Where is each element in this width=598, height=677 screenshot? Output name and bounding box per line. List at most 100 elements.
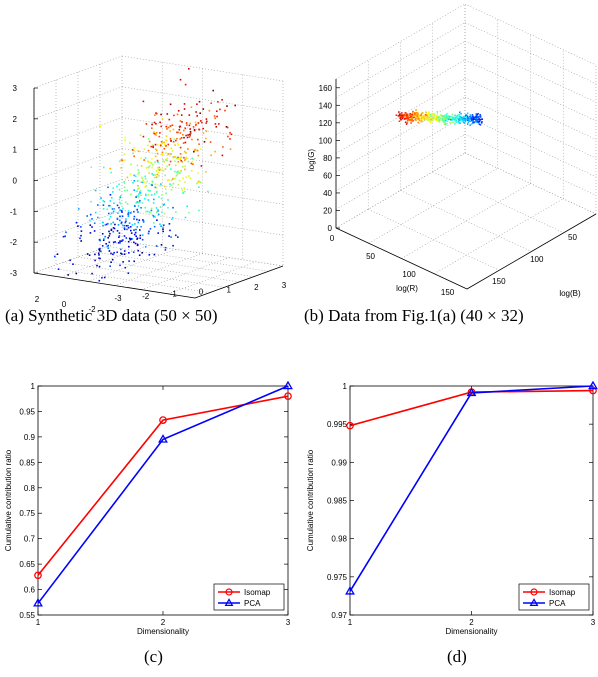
x-tick-label-d: 2 bbox=[469, 618, 474, 627]
scatter-point-a bbox=[110, 212, 113, 215]
scatter-point-a bbox=[104, 235, 106, 238]
scatter-point-b bbox=[430, 113, 432, 116]
scatter-point-a bbox=[156, 173, 159, 176]
scatter-point-a bbox=[151, 180, 154, 183]
scatter-point-a bbox=[118, 206, 120, 209]
scatter-point-b bbox=[401, 116, 403, 119]
scatter-point-a bbox=[157, 210, 159, 212]
scatter-point-b bbox=[411, 119, 414, 121]
scatter-point-a bbox=[214, 150, 216, 153]
scatter-point-b bbox=[475, 119, 477, 121]
scatter-point-a bbox=[138, 254, 141, 256]
scatter-point-a bbox=[142, 219, 144, 221]
scatter-point-b bbox=[409, 112, 411, 115]
scatter-point-a bbox=[139, 229, 141, 231]
scatter-point-b bbox=[443, 123, 446, 125]
scatter-point-a bbox=[172, 206, 174, 209]
scatter-point-b bbox=[459, 122, 461, 124]
scatter-point-a bbox=[120, 221, 123, 224]
scatter-point-a bbox=[147, 194, 150, 196]
scatter-point-b bbox=[446, 123, 448, 125]
scatter-point-a bbox=[180, 156, 182, 159]
scatter-point-a bbox=[110, 229, 113, 231]
y-tick-label-d: 0.995 bbox=[327, 420, 348, 429]
grid-line-b bbox=[335, 96, 466, 173]
scatter-point-a bbox=[216, 115, 218, 118]
scatter-point-b bbox=[466, 112, 469, 114]
y-tick-label-a: -1 bbox=[170, 290, 178, 299]
scatter-point-a bbox=[94, 253, 96, 256]
scatter-point-a bbox=[151, 144, 154, 146]
scatter-point-a bbox=[125, 225, 128, 227]
scatter-point-a bbox=[144, 197, 146, 200]
scatter-point-a bbox=[189, 134, 191, 137]
scatter-point-b bbox=[454, 114, 457, 117]
scatter-point-b bbox=[416, 117, 419, 120]
scatter-point-a bbox=[111, 197, 113, 199]
scatter-point-a bbox=[177, 144, 180, 146]
scatter-point-a bbox=[177, 156, 179, 159]
scatter-point-a bbox=[190, 162, 193, 165]
scatter-point-a bbox=[123, 153, 126, 156]
scatter-point-a bbox=[198, 128, 201, 131]
scatter-point-b bbox=[443, 115, 445, 117]
scatter-point-a bbox=[183, 159, 186, 161]
floor-grid-a bbox=[121, 240, 284, 267]
scatter-point-a bbox=[198, 143, 200, 145]
y-tick-label-c: 0.9 bbox=[24, 433, 36, 442]
scatter-point-a bbox=[127, 215, 130, 217]
legend-label-pca-d: PCA bbox=[549, 599, 566, 608]
scatter-point-b bbox=[443, 120, 446, 122]
scatter-point-b bbox=[418, 118, 420, 120]
scatter-point-b bbox=[404, 121, 407, 123]
scatter-point-a bbox=[205, 122, 207, 124]
scatter-point-a bbox=[196, 115, 198, 117]
scatter-point-a bbox=[79, 237, 81, 240]
scatter-point-a bbox=[113, 227, 116, 230]
scatter-point-b bbox=[456, 121, 458, 123]
scatter-point-a bbox=[155, 186, 158, 189]
scatter-point-b bbox=[424, 115, 427, 117]
grid-line-a bbox=[33, 209, 123, 243]
scatter-point-a bbox=[191, 138, 193, 141]
z-tick-label-a: -2 bbox=[10, 238, 18, 247]
scatter-point-a bbox=[136, 238, 138, 240]
scatter-point-a bbox=[198, 186, 200, 188]
scatter-point-a bbox=[86, 215, 88, 217]
scatter-point-a bbox=[145, 185, 148, 187]
scatter-point-a bbox=[119, 215, 121, 218]
floor-grid-b bbox=[464, 152, 597, 215]
scatter-point-a bbox=[188, 175, 190, 177]
scatter-point-a bbox=[174, 177, 176, 180]
z-tick-label-b: 120 bbox=[319, 119, 333, 128]
scatter-point-a bbox=[108, 241, 111, 244]
scatter-point-a bbox=[94, 211, 97, 214]
scatter-point-a bbox=[106, 245, 109, 248]
scatter-point-a bbox=[219, 108, 221, 111]
scatter-point-a bbox=[150, 207, 153, 210]
scatter-point-a bbox=[86, 253, 89, 255]
scatter-point-a bbox=[197, 172, 199, 174]
grid-line-a bbox=[33, 179, 123, 212]
scatter-point-b bbox=[412, 110, 414, 113]
scatter-point-a bbox=[102, 208, 105, 210]
scatter-point-b bbox=[449, 116, 451, 118]
scatter-point-a bbox=[182, 165, 184, 168]
scatter-point-b bbox=[466, 115, 469, 118]
scatter-point-a bbox=[171, 186, 174, 189]
floor-grid-b bbox=[335, 152, 466, 229]
scatter-point-a bbox=[182, 134, 184, 136]
scatter-point-b bbox=[444, 121, 447, 123]
scatter-point-a bbox=[118, 198, 121, 201]
scatter-point-b bbox=[451, 122, 453, 124]
scatter-point-a bbox=[163, 224, 165, 226]
scatter-point-a bbox=[119, 196, 121, 199]
scatter-point-a bbox=[152, 132, 155, 135]
scatter-point-a bbox=[117, 242, 120, 244]
panel-d: 0.97 0.975 0.98 0.985 0.99 0.995 1 1 2 3 Dimension… bbox=[300, 370, 598, 677]
scatter-point-a bbox=[127, 224, 129, 227]
scatter-point-a bbox=[177, 184, 180, 186]
y-tick-label-d: 0.985 bbox=[327, 497, 348, 506]
scatter-point-b bbox=[439, 116, 441, 118]
scatter-point-a bbox=[94, 189, 97, 192]
